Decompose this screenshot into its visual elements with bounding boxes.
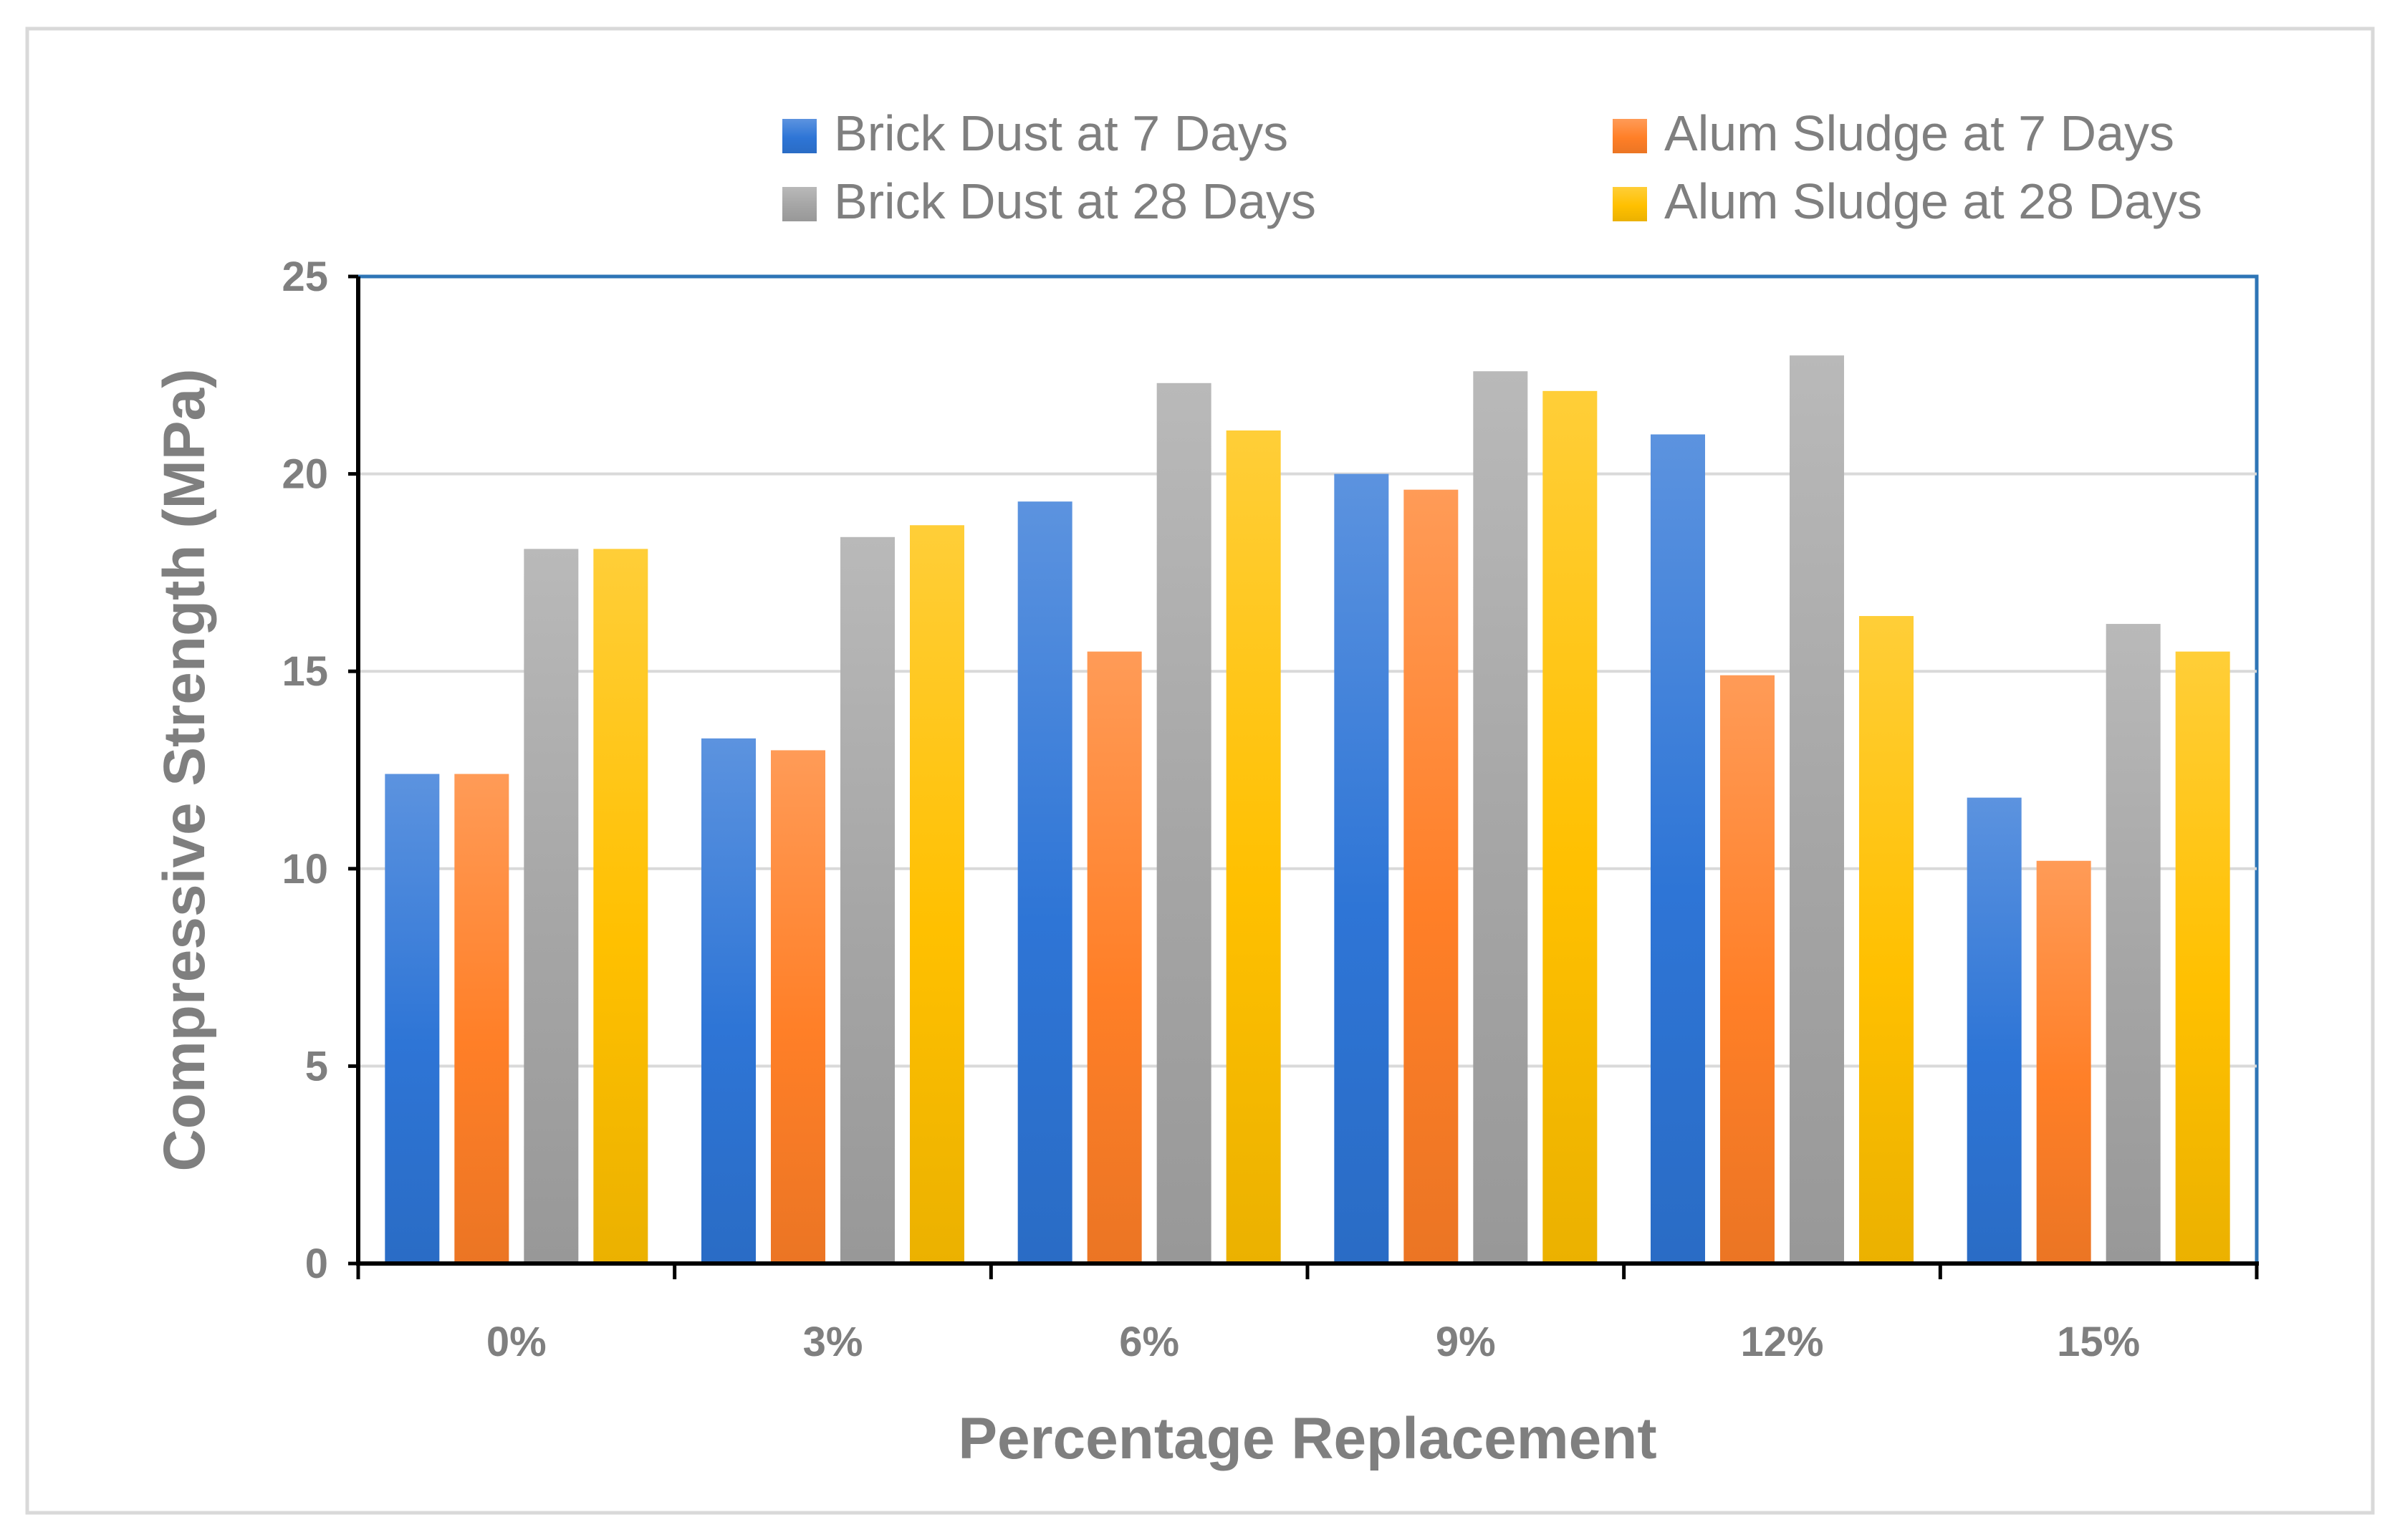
bar: Brick Dust at 7 Days 3%: 13.3: [701, 738, 756, 1264]
y-tick-label: 0: [305, 1241, 328, 1287]
bar: Alum Sludge at 7 Days 12%: 14.9: [1720, 675, 1775, 1264]
bar: Brick Dust at 7 Days 9%: 20: [1334, 473, 1389, 1264]
bar: Alum Sludge at 28 Days 12%: 16.4: [1859, 616, 1914, 1264]
x-tick-label: 0%: [486, 1319, 547, 1365]
legend-item: Brick Dust at 28 Days: [782, 173, 1316, 229]
legend: Brick Dust at 7 Days Alum Sludge at 7 Day…: [782, 105, 2202, 229]
bar: Alum Sludge at 28 Days 9%: 22.1: [1542, 390, 1598, 1264]
bar: Brick Dust at 28 Days 9%: 22.6: [1473, 371, 1528, 1264]
x-tick-label: 6%: [1119, 1319, 1179, 1365]
legend-item: Alum Sludge at 28 Days: [1613, 173, 2202, 229]
y-tick-label: 10: [282, 846, 328, 892]
bar: Alum Sludge at 7 Days 6%: 15.5: [1087, 651, 1142, 1264]
y-tick-label: 25: [282, 254, 328, 300]
bar: Alum Sludge at 28 Days 6%: 21.1: [1226, 430, 1281, 1264]
bar: Brick Dust at 28 Days 3%: 18.4: [840, 536, 895, 1264]
x-tick-label: 15%: [2057, 1319, 2140, 1365]
bar: Alum Sludge at 28 Days 0%: 18.1: [593, 549, 648, 1264]
bars: Brick Dust at 7 Days 0%: 12.4 Alum Sludge…: [385, 355, 2230, 1264]
bar: Alum Sludge at 7 Days 3%: 13: [771, 750, 825, 1264]
bar: Brick Dust at 7 Days 6%: 19.3: [1017, 501, 1072, 1264]
legend-label: Brick Dust at 7 Days: [834, 105, 1288, 161]
bar: Brick Dust at 28 Days 6%: 22.3: [1156, 382, 1211, 1264]
legend-swatch: [782, 119, 817, 153]
bar: Brick Dust at 28 Days 0%: 18.1: [524, 549, 579, 1264]
legend-item: Alum Sludge at 7 Days: [1613, 105, 2174, 161]
x-axis-title: Percentage Replacement: [958, 1406, 1656, 1471]
x-ticks: 0% 3% 6% 9% 12% 15%: [356, 1264, 2259, 1365]
bar: Brick Dust at 7 Days 12%: 21: [1651, 434, 1705, 1264]
legend-swatch: [1613, 187, 1647, 221]
legend-label: Alum Sludge at 28 Days: [1664, 173, 2202, 229]
legend-label: Alum Sludge at 7 Days: [1664, 105, 2174, 161]
bar: Alum Sludge at 28 Days 3%: 18.7: [910, 525, 964, 1264]
bar: Brick Dust at 7 Days 15%: 11.8: [1967, 797, 2022, 1264]
legend-label: Brick Dust at 28 Days: [834, 173, 1316, 229]
y-axis-title: Compressive Strength (MPa): [152, 369, 217, 1172]
bar: Brick Dust at 28 Days 12%: 23: [1790, 355, 1844, 1264]
bar: Alum Sludge at 7 Days 0%: 12.4: [454, 774, 509, 1264]
bar: Alum Sludge at 28 Days 15%: 15.5: [2175, 651, 2230, 1264]
x-tick-label: 9%: [1436, 1319, 1496, 1365]
bar: Alum Sludge at 7 Days 15%: 10.2: [2036, 860, 2091, 1264]
legend-item: Brick Dust at 7 Days: [782, 105, 1288, 161]
bar: Brick Dust at 7 Days 0%: 12.4: [385, 774, 440, 1264]
bar: Brick Dust at 28 Days 15%: 16.2: [2106, 624, 2161, 1264]
y-tick-label: 20: [282, 451, 328, 498]
bar: Alum Sludge at 7 Days 9%: 19.6: [1403, 489, 1459, 1264]
legend-swatch: [782, 187, 817, 221]
x-tick-label: 12%: [1740, 1319, 1823, 1365]
y-tick-label: 15: [282, 648, 328, 695]
x-tick-label: 3%: [803, 1319, 863, 1365]
legend-swatch: [1613, 119, 1647, 153]
y-ticks: 0 5 10 15 20 25: [282, 254, 358, 1287]
y-tick-label: 5: [305, 1043, 328, 1089]
gridlines: [358, 472, 2257, 1068]
